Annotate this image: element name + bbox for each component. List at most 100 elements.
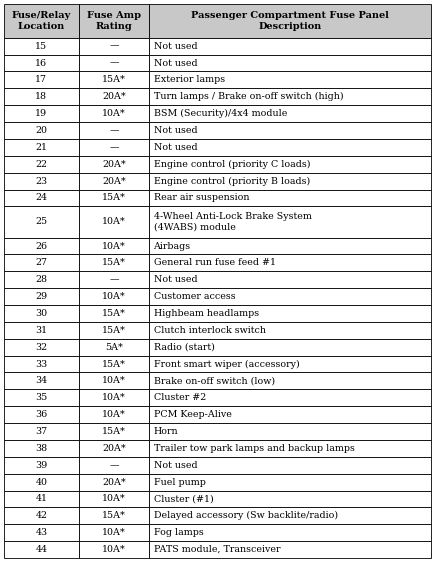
Bar bbox=[4, 507, 79, 524]
Text: Fuse/Relay
Location: Fuse/Relay Location bbox=[12, 11, 71, 31]
Bar bbox=[79, 491, 149, 507]
Text: 10A*: 10A* bbox=[102, 393, 125, 402]
Bar bbox=[4, 373, 79, 389]
Bar bbox=[79, 541, 149, 558]
Text: Fuse Amp
Rating: Fuse Amp Rating bbox=[87, 11, 141, 31]
Text: Exterior lamps: Exterior lamps bbox=[153, 75, 224, 84]
Bar bbox=[4, 71, 79, 88]
Text: 25: 25 bbox=[35, 217, 47, 226]
Bar bbox=[79, 507, 149, 524]
Text: —: — bbox=[109, 126, 118, 135]
Bar bbox=[79, 288, 149, 305]
Text: Passenger Compartment Fuse Panel
Description: Passenger Compartment Fuse Panel Descrip… bbox=[191, 11, 388, 31]
Bar bbox=[4, 189, 79, 206]
Bar bbox=[4, 423, 79, 440]
Text: Airbags: Airbags bbox=[153, 242, 190, 251]
Text: 10A*: 10A* bbox=[102, 292, 125, 301]
Bar bbox=[79, 474, 149, 491]
Bar bbox=[149, 322, 430, 339]
Text: —: — bbox=[109, 143, 118, 152]
Text: Cluster (#1): Cluster (#1) bbox=[153, 495, 213, 504]
Text: 44: 44 bbox=[35, 545, 47, 554]
Text: Delayed accessory (Sw backlite/radio): Delayed accessory (Sw backlite/radio) bbox=[153, 511, 337, 520]
Bar bbox=[4, 88, 79, 105]
Text: 32: 32 bbox=[35, 343, 47, 352]
Text: 20A*: 20A* bbox=[102, 92, 125, 101]
Bar bbox=[79, 55, 149, 71]
Text: 29: 29 bbox=[35, 292, 47, 301]
Bar bbox=[149, 238, 430, 255]
Bar bbox=[149, 288, 430, 305]
Text: 41: 41 bbox=[35, 495, 47, 504]
Text: Not used: Not used bbox=[153, 143, 197, 152]
Text: 38: 38 bbox=[35, 444, 47, 453]
Bar bbox=[149, 189, 430, 206]
Text: Rear air suspension: Rear air suspension bbox=[153, 193, 248, 202]
Text: 15A*: 15A* bbox=[102, 193, 125, 202]
Text: Fog lamps: Fog lamps bbox=[153, 528, 203, 537]
Bar bbox=[149, 55, 430, 71]
Bar bbox=[4, 440, 79, 457]
Bar bbox=[79, 440, 149, 457]
Text: 43: 43 bbox=[35, 528, 47, 537]
Text: 15A*: 15A* bbox=[102, 309, 125, 318]
Text: 28: 28 bbox=[35, 275, 47, 284]
Bar bbox=[149, 122, 430, 139]
Bar bbox=[4, 389, 79, 406]
Bar bbox=[79, 122, 149, 139]
Text: 36: 36 bbox=[35, 410, 47, 419]
Text: 10A*: 10A* bbox=[102, 109, 125, 118]
Bar bbox=[79, 271, 149, 288]
Bar bbox=[4, 255, 79, 271]
Bar bbox=[149, 356, 430, 373]
Bar bbox=[4, 541, 79, 558]
Text: 24: 24 bbox=[35, 193, 47, 202]
Bar bbox=[149, 507, 430, 524]
Text: Not used: Not used bbox=[153, 58, 197, 67]
Text: 15A*: 15A* bbox=[102, 259, 125, 268]
Text: 21: 21 bbox=[35, 143, 47, 152]
Text: 10A*: 10A* bbox=[102, 495, 125, 504]
Text: 26: 26 bbox=[35, 242, 47, 251]
Bar bbox=[79, 238, 149, 255]
Bar bbox=[4, 457, 79, 474]
Bar bbox=[4, 491, 79, 507]
Bar bbox=[79, 423, 149, 440]
Bar bbox=[149, 491, 430, 507]
Text: 34: 34 bbox=[35, 377, 47, 386]
Text: Clutch interlock switch: Clutch interlock switch bbox=[153, 326, 265, 335]
Bar bbox=[4, 156, 79, 173]
Text: —: — bbox=[109, 275, 118, 284]
Bar bbox=[149, 206, 430, 238]
Text: 16: 16 bbox=[35, 58, 47, 67]
Bar bbox=[79, 139, 149, 156]
Bar bbox=[4, 524, 79, 541]
Text: 10A*: 10A* bbox=[102, 217, 125, 226]
Bar bbox=[4, 271, 79, 288]
Text: 20A*: 20A* bbox=[102, 160, 125, 169]
Text: 17: 17 bbox=[35, 75, 47, 84]
Bar bbox=[4, 406, 79, 423]
Bar bbox=[79, 71, 149, 88]
Text: 15A*: 15A* bbox=[102, 326, 125, 335]
Text: 15A*: 15A* bbox=[102, 511, 125, 520]
Bar bbox=[4, 139, 79, 156]
Text: 22: 22 bbox=[35, 160, 47, 169]
Bar bbox=[79, 406, 149, 423]
Text: 42: 42 bbox=[35, 511, 47, 520]
Bar bbox=[4, 122, 79, 139]
Bar bbox=[4, 356, 79, 373]
Bar bbox=[4, 339, 79, 356]
Text: PATS module, Transceiver: PATS module, Transceiver bbox=[153, 545, 279, 554]
Bar bbox=[149, 105, 430, 122]
Bar bbox=[149, 406, 430, 423]
Bar bbox=[149, 524, 430, 541]
Bar bbox=[4, 322, 79, 339]
Text: PCM Keep-Alive: PCM Keep-Alive bbox=[153, 410, 231, 419]
Bar bbox=[79, 305, 149, 322]
Text: Not used: Not used bbox=[153, 42, 197, 51]
Text: General run fuse feed #1: General run fuse feed #1 bbox=[153, 259, 275, 268]
Bar bbox=[79, 322, 149, 339]
Bar bbox=[79, 173, 149, 189]
Bar bbox=[79, 38, 149, 55]
